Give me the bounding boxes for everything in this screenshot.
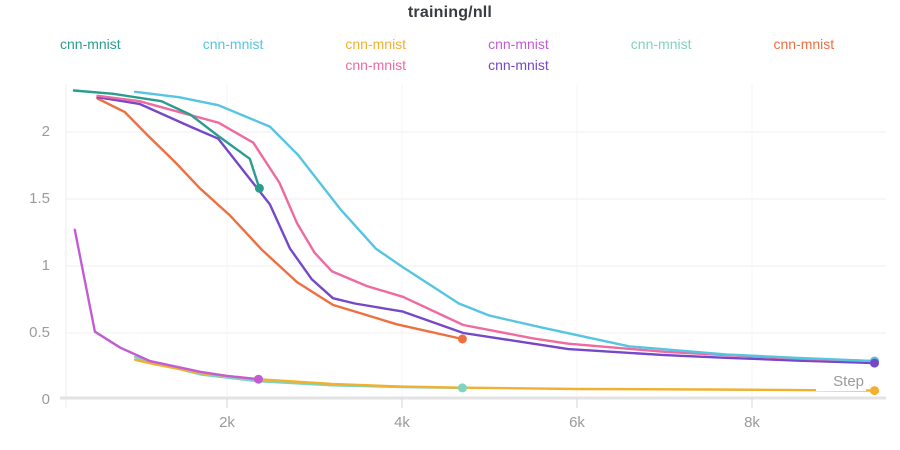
y-tick-label-0.5: 0.5 — [29, 324, 50, 341]
series-endpoint-3[interactable] — [254, 374, 263, 384]
series-line-5[interactable] — [96, 97, 464, 341]
series-endpoint-4[interactable] — [457, 383, 467, 393]
y-tick-label-2: 2 — [41, 123, 50, 140]
series-endpoint-0[interactable] — [254, 183, 264, 193]
legend-item-5[interactable]: cnn-mnist — [773, 36, 835, 52]
legend-item-7[interactable]: cnn-mnist — [488, 57, 549, 73]
legend: cnn-mnist cnn-mnist cnn-mnist cnn-mnist cnn-… — [0, 0, 900, 80]
series-line-6[interactable] — [96, 94, 876, 363]
series-line-4[interactable] — [133, 355, 464, 390]
x-tick-label-8k: 8k — [744, 414, 760, 431]
chart-title: training/nll — [407, 4, 493, 21]
x-tick-label-6k: 6k — [569, 414, 585, 431]
y-tick-label-0: 0 — [41, 391, 50, 408]
series-line-1[interactable] — [133, 90, 876, 363]
series-line-2[interactable] — [133, 358, 876, 392]
y-tick-label-1: 1 — [41, 257, 50, 274]
legend-item-6[interactable]: cnn-mnist — [345, 57, 407, 73]
legend-item-3[interactable]: cnn-mnist — [488, 36, 549, 52]
legend-item-1[interactable]: cnn-mnist — [202, 36, 264, 52]
legend-item-0[interactable]: cnn-mnist — [60, 36, 121, 52]
x-tick-label-2k: 2k — [219, 414, 235, 431]
x-tick-label-4k: 4k — [394, 414, 410, 431]
x-axis-title: Step — [816, 372, 866, 391]
legend-item-4[interactable]: cnn-mnist — [630, 36, 692, 52]
series-endpoint-7[interactable] — [870, 358, 879, 368]
y-tick-label-1.5: 1.5 — [29, 190, 50, 207]
series-line-0[interactable] — [72, 89, 261, 190]
series-endpoint-2[interactable] — [870, 386, 879, 396]
series-endpoint-5[interactable] — [457, 334, 467, 344]
series-line-3[interactable] — [73, 228, 260, 381]
legend-item-2[interactable]: cnn-mnist — [345, 36, 407, 52]
series-line-7[interactable] — [96, 95, 876, 365]
